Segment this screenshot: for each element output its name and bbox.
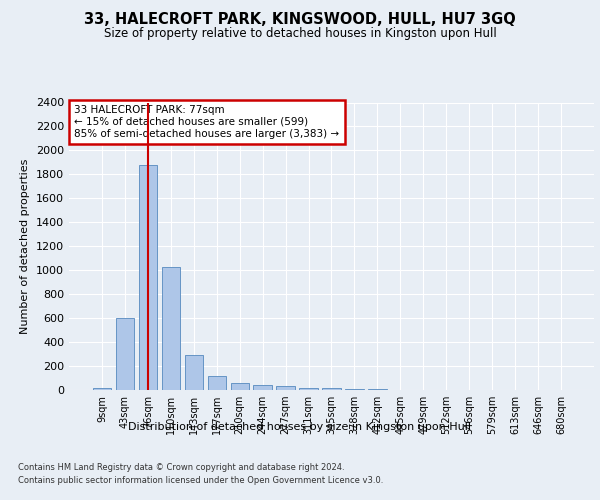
Bar — [208, 376, 226, 390]
Bar — [322, 388, 341, 390]
Bar — [162, 266, 180, 390]
Bar — [299, 388, 318, 390]
Bar — [185, 356, 203, 390]
Bar — [93, 388, 111, 390]
Bar — [253, 384, 272, 390]
Bar — [116, 318, 134, 390]
Text: 33, HALECROFT PARK, KINGSWOOD, HULL, HU7 3GQ: 33, HALECROFT PARK, KINGSWOOD, HULL, HU7… — [84, 12, 516, 28]
Text: Size of property relative to detached houses in Kingston upon Hull: Size of property relative to detached ho… — [104, 28, 496, 40]
Bar — [230, 384, 249, 390]
Text: Contains HM Land Registry data © Crown copyright and database right 2024.: Contains HM Land Registry data © Crown c… — [18, 462, 344, 471]
Text: Contains public sector information licensed under the Open Government Licence v3: Contains public sector information licen… — [18, 476, 383, 485]
Bar — [277, 386, 295, 390]
Text: Distribution of detached houses by size in Kingston upon Hull: Distribution of detached houses by size … — [128, 422, 472, 432]
Bar — [139, 165, 157, 390]
Y-axis label: Number of detached properties: Number of detached properties — [20, 158, 31, 334]
Text: 33 HALECROFT PARK: 77sqm
← 15% of detached houses are smaller (599)
85% of semi-: 33 HALECROFT PARK: 77sqm ← 15% of detach… — [74, 106, 340, 138]
